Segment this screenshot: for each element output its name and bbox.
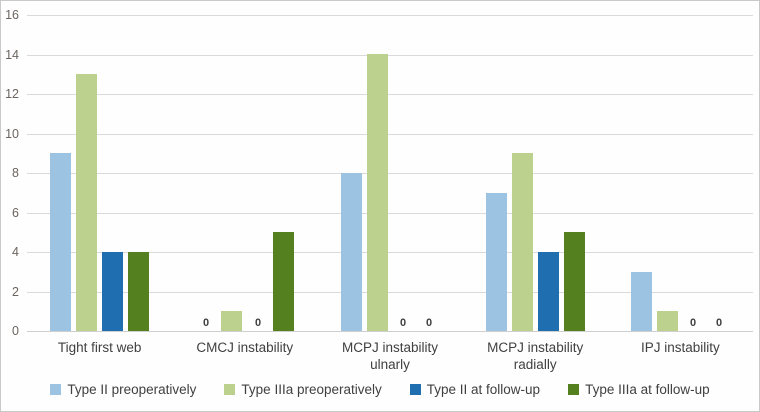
bar: [538, 252, 559, 331]
legend-item: Type II preoperatively: [50, 382, 196, 397]
gridline: [27, 331, 753, 332]
gridline: [27, 134, 753, 135]
legend-item: Type IIIa at follow-up: [568, 382, 710, 397]
x-axis-category-text: Tight first web: [57, 340, 142, 355]
chart-legend: Type II preoperatively Type IIIa preopera…: [1, 382, 759, 397]
gridline: [27, 213, 753, 214]
legend-label: Type IIIa at follow-up: [585, 382, 710, 397]
y-axis-tick-label: 14: [5, 48, 19, 62]
legend-label: Type II preoperatively: [67, 382, 197, 397]
gridline: [27, 94, 753, 95]
y-axis-tick-label: 16: [5, 8, 19, 22]
bar: [367, 54, 388, 331]
x-axis-category-text: MCPJ instability ulnarly: [341, 340, 438, 372]
legend-label: Type II at follow-up: [426, 382, 541, 397]
zero-data-label: 0: [689, 317, 697, 329]
bar: [657, 311, 678, 331]
x-axis-category-text: IPJ instability: [641, 340, 720, 355]
bar: [128, 252, 149, 331]
bar: [221, 311, 242, 331]
zero-data-label: 0: [254, 317, 262, 329]
y-axis-tick-label: 8: [12, 166, 19, 180]
y-axis-tick-label: 12: [5, 87, 19, 101]
bar: [486, 193, 507, 331]
bar: [512, 153, 533, 331]
legend-swatch: [409, 384, 421, 395]
legend-swatch: [224, 384, 236, 395]
legend-label: Type IIIa preoperatively: [241, 382, 382, 397]
y-axis-tick-label: 10: [5, 127, 19, 141]
legend-item: Type IIIa preoperatively: [224, 382, 382, 397]
legend-item: Type II at follow-up: [409, 382, 541, 397]
y-axis-tick-label: 2: [12, 285, 19, 299]
zero-data-label: 0: [425, 317, 433, 329]
x-axis-category-text: MCPJ instability radially: [487, 340, 584, 372]
gridline: [27, 55, 753, 56]
x-axis-category-label: MCPJ instability radially: [463, 339, 608, 373]
legend-swatch: [50, 384, 62, 395]
x-axis-category-label: MCPJ instability ulnarly: [317, 339, 462, 373]
zero-data-label: 0: [715, 317, 723, 329]
legend-swatch: [568, 384, 580, 395]
bar: [631, 272, 652, 331]
bar: [273, 232, 294, 331]
plot-area: 0 0 0 0 0 0: [27, 15, 753, 332]
x-axis-category-label: Tight first web: [27, 339, 172, 356]
gridline: [27, 292, 753, 293]
x-axis-category-label: CMCJ instability: [172, 339, 317, 356]
zero-data-label: 0: [202, 317, 210, 329]
bar: [341, 173, 362, 331]
gridline: [27, 173, 753, 174]
zero-data-label: 0: [399, 317, 407, 329]
y-axis-tick-label: 0: [12, 324, 19, 338]
gridline: [27, 15, 753, 16]
bar: [564, 232, 585, 331]
y-axis-tick-label: 4: [12, 245, 19, 259]
bar: [102, 252, 123, 331]
x-axis-category-text: CMCJ instability: [196, 340, 294, 355]
bar: [50, 153, 71, 331]
x-axis-category-label: IPJ instability: [608, 339, 753, 356]
bar: [76, 74, 97, 331]
gridline: [27, 252, 753, 253]
y-axis-tick-label: 6: [12, 206, 19, 220]
